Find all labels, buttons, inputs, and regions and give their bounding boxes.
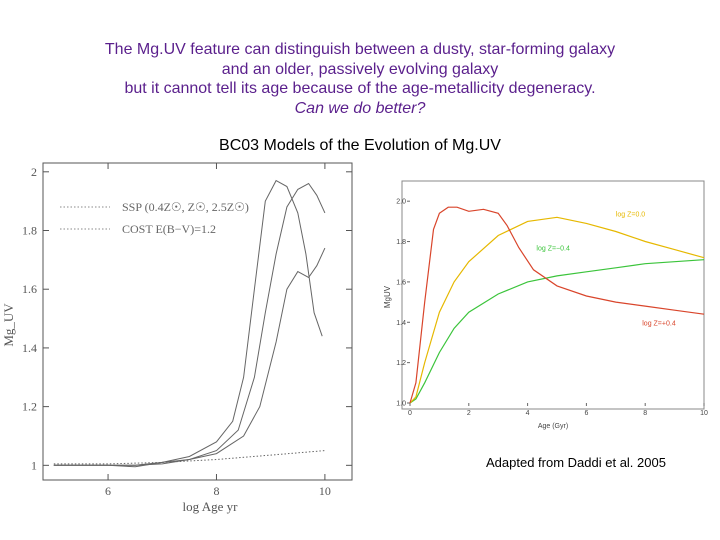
left-xtick-label-2: 10 (319, 484, 331, 498)
left-xtick-label-1: 8 (213, 484, 219, 498)
right-xtick-label-3: 6 (584, 410, 588, 417)
right-chart-ylabel: MgUV (383, 285, 392, 308)
left-ytick-label-4: 1.8 (22, 224, 37, 238)
right-chart-frame (401, 180, 705, 410)
left-ytick-label-2: 1.4 (22, 341, 37, 355)
left-legend-entry-0: SSP (0.4Z☉, Z☉, 2.5Z☉) (122, 200, 249, 214)
headline-line-2: and an older, passively evolving galaxy (221, 60, 499, 78)
right-series-label-0: log Z=−0.4 (536, 246, 570, 253)
right-ytick-label-2: 1.4 (396, 320, 406, 327)
left-chart-frame (42, 162, 353, 481)
left-xtick-label-0: 6 (105, 484, 111, 498)
left-ytick-label-0: 1 (31, 458, 37, 472)
right-ytick-label-1: 1.2 (396, 360, 406, 367)
left-ytick-label-5: 2 (31, 165, 37, 179)
right-ytick-label-4: 1.8 (396, 239, 406, 246)
right-xtick-label-0: 0 (408, 410, 412, 417)
headline-line-3: but it cannot tell its age because of th… (124, 80, 596, 97)
right-series-line-1 (409, 216, 705, 404)
right-series-label-2: log Z=+0.4 (642, 320, 676, 327)
figure-caption: Adapted from Daddi et al. 2005 (486, 455, 666, 470)
slide-subtitle: BC03 Models of the Evolution of Mg.UV (219, 137, 501, 154)
right-ytick-label-3: 1.6 (396, 279, 406, 286)
right-ytick-label-5: 2.0 (396, 199, 406, 206)
right-chart-xlabel: Age (Gyr) (538, 423, 568, 430)
right-ytick-label-0: 1.0 (396, 401, 406, 408)
right-xtick-label-1: 2 (467, 410, 471, 417)
right-series-line-0 (409, 259, 705, 404)
left-series-line-2 (53, 247, 326, 466)
slide-headline: The Mg.UV feature can distinguish betwee… (0, 40, 720, 118)
headline-line-4: Can we do better? (294, 99, 426, 117)
right-series-label-1: log Z=0.0 (616, 211, 645, 218)
right-xtick-label-4: 8 (643, 410, 647, 417)
right-xtick-label-2: 4 (526, 410, 530, 417)
left-ytick-label-3: 1.6 (22, 282, 37, 296)
right-series-line-2 (409, 206, 705, 404)
left-chart-xlabel: log Age yr (183, 499, 239, 514)
left-chart-ylabel: Mg_UV (1, 303, 16, 347)
headline-line-1: The Mg.UV feature can distinguish betwee… (104, 41, 616, 58)
right-xtick-label-5: 10 (700, 410, 708, 417)
left-ytick-label-1: 1.2 (22, 400, 37, 414)
left-legend-entry-1: COST E(B−V)=1.2 (122, 222, 216, 236)
